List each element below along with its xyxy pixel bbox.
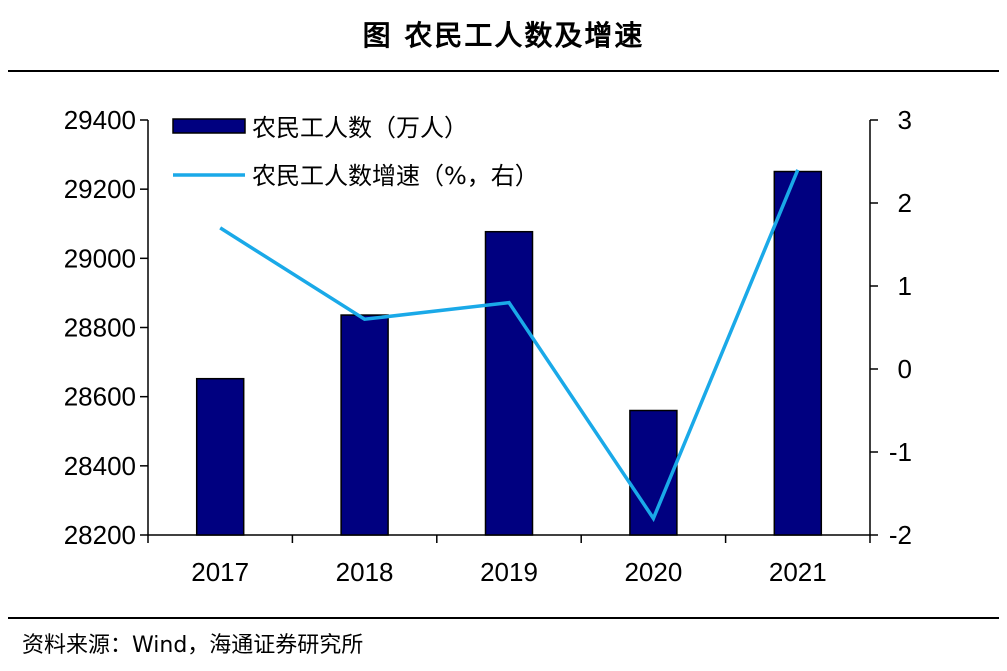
x-tick-label: 2021	[769, 557, 827, 587]
bar	[340, 314, 389, 536]
x-tick-label: 2017	[191, 557, 249, 587]
source-note: 资料来源：Wind，海通证券研究所	[22, 633, 364, 658]
bar	[773, 170, 823, 536]
right-tick-label: 1	[898, 271, 912, 301]
bar	[195, 377, 245, 536]
x-tick-label: 2020	[624, 557, 682, 587]
right-tick-label: 0	[898, 354, 912, 384]
right-tick-label: 3	[898, 105, 912, 135]
legend: 农民工人数（万人） 农民工人数增速（%，右）	[172, 114, 539, 190]
right-tick-label: -1	[889, 437, 912, 467]
left-tick-label: 28400	[64, 451, 136, 481]
legend-bar-swatch	[172, 118, 246, 134]
top-divider	[8, 70, 999, 72]
right-tick-label: -2	[889, 520, 912, 550]
x-tick-label: 2018	[336, 557, 394, 587]
bar	[484, 230, 534, 536]
left-tick-label: 29400	[64, 105, 136, 135]
left-tick-label: 29200	[64, 174, 136, 204]
left-tick-label: 28800	[64, 313, 136, 343]
right-tick-label: 2	[898, 188, 912, 218]
left-tick-label: 28200	[64, 520, 136, 550]
line-series	[219, 169, 800, 523]
bottom-divider	[8, 617, 999, 619]
axes: 28200 28400 28600 28800 29000 29200 29400 -2 -1 0…	[64, 105, 912, 587]
left-tick-label: 29000	[64, 243, 136, 273]
left-tick-label: 28600	[64, 382, 136, 412]
chart-title: 图 农民工人数及增速	[362, 19, 645, 52]
bar-series	[195, 170, 823, 536]
legend-line-label: 农民工人数增速（%，右）	[252, 162, 539, 190]
x-tick-label: 2019	[480, 557, 538, 587]
legend-bar-label: 农民工人数（万人）	[252, 114, 468, 142]
